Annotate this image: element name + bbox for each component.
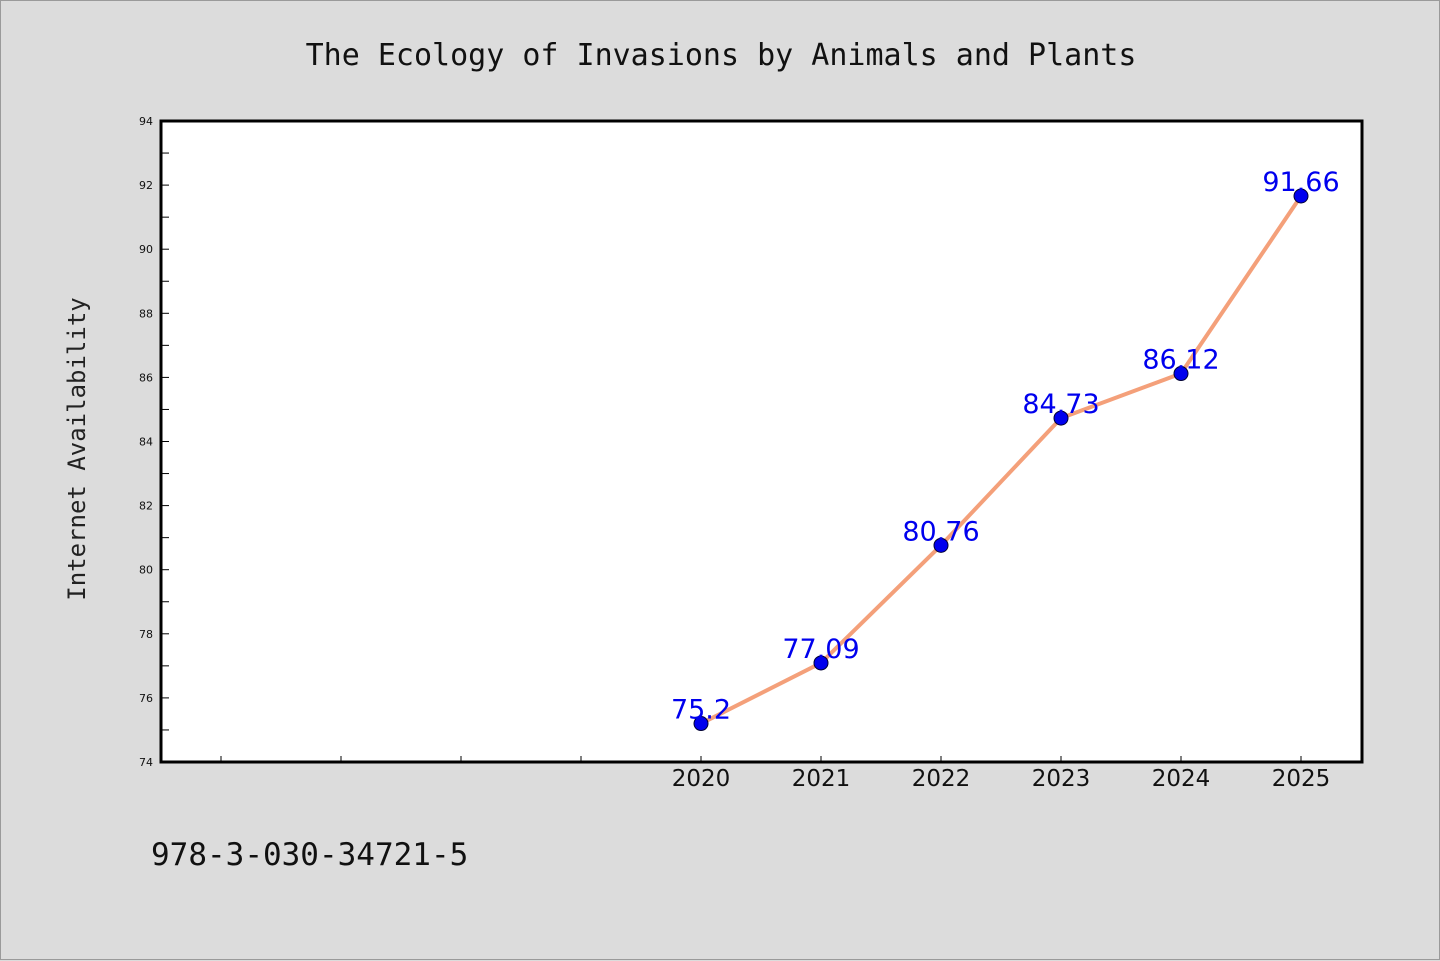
data-label: 84.73 (1022, 389, 1099, 420)
series-line (699, 193, 1303, 726)
x-axis: 2020 2021 2022 2023 2024 2025 (220, 756, 1331, 792)
y-tick-label: 74 (139, 756, 153, 769)
data-label: 75.2 (671, 695, 731, 726)
y-tick-label: 76 (139, 692, 153, 705)
y-tick-label: 88 (139, 307, 153, 320)
data-point (1173, 366, 1189, 382)
data-label: 80.76 (902, 516, 979, 547)
x-tick-label: 2023 (1032, 766, 1091, 792)
y-tick-label: 84 (139, 436, 153, 449)
data-point (693, 716, 709, 732)
data-label: 86.12 (1142, 345, 1219, 376)
y-tick-label: 92 (139, 179, 153, 192)
data-point (1293, 188, 1309, 204)
x-tick-label: 2022 (912, 766, 971, 792)
data-point (813, 655, 829, 671)
footer-isbn: 978-3-030-34721-5 (151, 837, 468, 873)
y-tick-label: 94 (139, 115, 153, 128)
data-label: 91.66 (1262, 167, 1339, 198)
y-tick-label: 80 (139, 564, 153, 577)
x-tick-label: 2025 (1272, 766, 1331, 792)
y-tick-label: 78 (139, 628, 153, 641)
data-point (933, 537, 949, 553)
y-tick-label: 90 (139, 243, 153, 256)
plot-area (159, 119, 1364, 764)
y-axis-label: Internet Availability (63, 297, 91, 600)
chart-title: The Ecology of Invasions by Animals and … (306, 38, 1137, 73)
y-tick-label: 82 (139, 500, 153, 513)
x-tick-label: 2020 (672, 766, 731, 792)
data-point (1053, 410, 1069, 426)
x-tick-label: 2024 (1152, 766, 1211, 792)
y-axis: 74 76 78 80 82 84 86 88 90 92 94 (139, 115, 169, 769)
y-tick-label: 86 (139, 371, 153, 384)
series-layer: 75.2 77.09 80.76 84.73 86.12 91.66 (671, 167, 1340, 732)
x-tick-label: 2021 (792, 766, 851, 792)
data-label: 77.09 (782, 634, 859, 665)
